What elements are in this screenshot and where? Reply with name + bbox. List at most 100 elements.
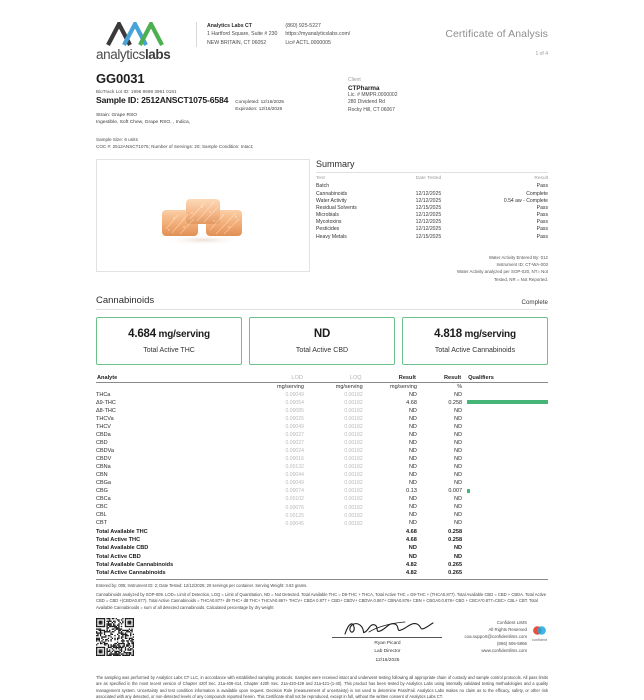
total-result-pct: 0.258 <box>448 537 463 544</box>
summary-result: Pass <box>536 219 548 226</box>
analyte-result-pct: ND <box>454 439 463 446</box>
col-loq: LOQ <box>303 373 363 384</box>
sample-dates: Completed: 12/16/2025 Expiration: 12/16/… <box>235 98 284 112</box>
summary-section: Summary Test Date Tested Result Batch Pas… <box>316 159 548 283</box>
summary-date: 12/12/2025 <box>415 197 442 204</box>
analyte-row: CBL 0.00125 0.00182 ND ND <box>96 512 548 520</box>
summary-col-result: Result <box>534 175 548 181</box>
signature-image <box>344 621 435 635</box>
summary-test: Microbials <box>316 212 339 219</box>
summary-row: Heavy Metals 12/15/2025 Pass <box>316 233 548 240</box>
analyte-name: CBGa <box>96 480 111 487</box>
analyte-qualifier-bar <box>462 496 548 504</box>
analyte-lod: 0.00049 <box>285 424 304 431</box>
cannabinoids-status: Complete <box>521 298 548 306</box>
summary-col-test: Test <box>316 175 325 181</box>
analyte-row: CBGa 0.00049 0.00182 ND ND <box>96 480 548 488</box>
analyte-qualifier-bar <box>462 512 548 520</box>
summary-date: 12/12/2025 <box>415 219 442 226</box>
client-label: Client <box>348 76 361 83</box>
summary-date: 12/12/2025 <box>415 212 442 219</box>
cannabinoid-analyte-table: Analyte LOD LOQ Result Result Qualifiers… <box>96 373 548 578</box>
summary-result: Pass <box>536 226 548 233</box>
analyte-name: THCV <box>96 423 111 430</box>
total-result-mg: 4.68 <box>406 529 417 536</box>
card-unit: mg/serving <box>155 328 211 340</box>
analyte-result-pct: ND <box>454 391 463 398</box>
page-indicator: 1 of 4 <box>535 51 548 57</box>
summary-test: Pesticides <box>316 226 340 233</box>
col-result-mg: Result <box>362 373 417 384</box>
analyte-name: CBDV <box>96 455 112 462</box>
analyte-row: THCa 0.00049 0.00182 ND ND <box>96 391 548 399</box>
analyte-units-row: mg/serving mg/serving mg/serving% <box>96 383 548 392</box>
lims-website[interactable]: www.confidentlims.com <box>481 647 527 653</box>
analyte-result-pct: ND <box>454 464 463 471</box>
gummy-candy-illustration <box>162 199 243 246</box>
analyte-name: THCa <box>96 391 111 398</box>
analyte-row: CBD 0.00027 0.00182 ND ND <box>96 440 548 448</box>
analyte-result-mg: ND <box>408 472 417 479</box>
coc-info: COC #: 2512ANSCT1075; Number of Servings… <box>96 143 254 149</box>
sample-info-section: GG0031 BioTrack Lot ID: 1996 8698 3961 0… <box>96 71 548 150</box>
qr-code[interactable] <box>96 618 134 656</box>
lab-website[interactable]: https://myanalyticslabs.com/ <box>285 31 351 38</box>
sample-id-value: 2512ANSCT1075-6584 <box>141 94 229 105</box>
client-address-line2: Rocky Hill, CT 06067 <box>348 106 395 113</box>
analyte-result-pct: ND <box>454 512 463 519</box>
analyte-lod: 0.00132 <box>285 464 304 471</box>
analyte-total-row: Total Active CBD ND ND <box>96 553 548 561</box>
analyte-loq: 0.00182 <box>344 407 363 414</box>
analyte-name: CBDa <box>96 431 111 438</box>
col-result-pct: Result <box>416 373 463 384</box>
lims-footer: Confident LIMS All Rights Reserved coa.s… <box>464 618 548 655</box>
unit-cell: mg/serving <box>335 383 363 390</box>
logo-word-light: analytics <box>96 47 145 62</box>
analyte-result-pct: 0.007 <box>448 488 463 495</box>
analyte-result-pct: ND <box>454 504 463 511</box>
analyte-qualifier-bar <box>462 464 548 472</box>
lims-text-block: Confident LIMS All Rights Reserved coa.s… <box>464 620 527 655</box>
analyte-result-pct: ND <box>454 520 463 527</box>
image-and-summary-row: Summary Test Date Tested Result Batch Pas… <box>96 158 548 283</box>
client-name: CTPharma <box>348 84 380 92</box>
total-result-mg: 4.68 <box>406 537 417 544</box>
lab-address-col: Analytics Labs CT 1 Hartford Square, Sui… <box>207 22 277 47</box>
coa-page: analyticslabs Analytics Labs CT 1 Hartfo… <box>96 22 548 699</box>
card-label: Total Active CBD <box>295 346 349 354</box>
analyte-qualifier-bar <box>462 440 548 448</box>
analyte-qualifier-bar <box>462 432 548 440</box>
cannabinoids-title: Cannabinoids <box>96 294 155 306</box>
total-result-mg: ND <box>408 553 417 560</box>
analyte-name: CBCa <box>96 496 111 503</box>
analyte-row: CBDa 0.00027 0.00182 ND ND <box>96 432 548 440</box>
completed-date: Completed: 12/16/2025 <box>235 98 285 104</box>
sample-id-row: Sample ID: 2512ANSCT1075-6584 Completed:… <box>96 95 328 112</box>
analyte-loq: 0.00182 <box>344 512 363 519</box>
analyte-result-mg: ND <box>408 423 417 430</box>
analyte-total-row: Total Available Cannabinoids 4.82 0.265 <box>96 561 548 569</box>
card-label: Total Active Cannabinoids <box>434 346 516 354</box>
summary-result: Pass <box>536 233 548 240</box>
total-result-pct: 0.258 <box>448 529 463 536</box>
analyte-row: CBCa 0.00102 0.00182 ND ND <box>96 496 548 504</box>
confident-logo: confident <box>531 620 548 642</box>
analyte-loq: 0.00182 <box>344 504 363 511</box>
analyte-lod: 0.00044 <box>285 472 304 479</box>
summary-row: Batch Pass <box>316 183 548 190</box>
analyte-qualifier-bar <box>462 415 548 423</box>
analyte-qualifier-bar <box>462 407 548 415</box>
analyte-result-pct: ND <box>454 431 463 438</box>
summary-test: Batch <box>316 183 330 190</box>
analyte-row: CBC 0.00076 0.00182 ND ND <box>96 504 548 512</box>
analyte-result-mg: 0.13 <box>406 488 417 495</box>
unit-cell <box>96 383 245 392</box>
lims-email[interactable]: coa.support@confidentlims.com <box>464 633 527 639</box>
analyte-lod: 0.00025 <box>285 416 304 423</box>
cannabinoid-card-3: 4.818 mg/serving Total Active Cannabinoid… <box>402 316 548 365</box>
product-description: Ingestible, Soft Chew, Grape RSO, , Indi… <box>96 120 191 126</box>
analyte-row: Δ8-THC 0.00085 0.00182 ND ND <box>96 407 548 415</box>
total-result-pct: ND <box>453 545 463 552</box>
analyte-lod: 0.00049 <box>285 480 304 487</box>
total-label: Total Available Cannabinoids <box>96 561 174 568</box>
